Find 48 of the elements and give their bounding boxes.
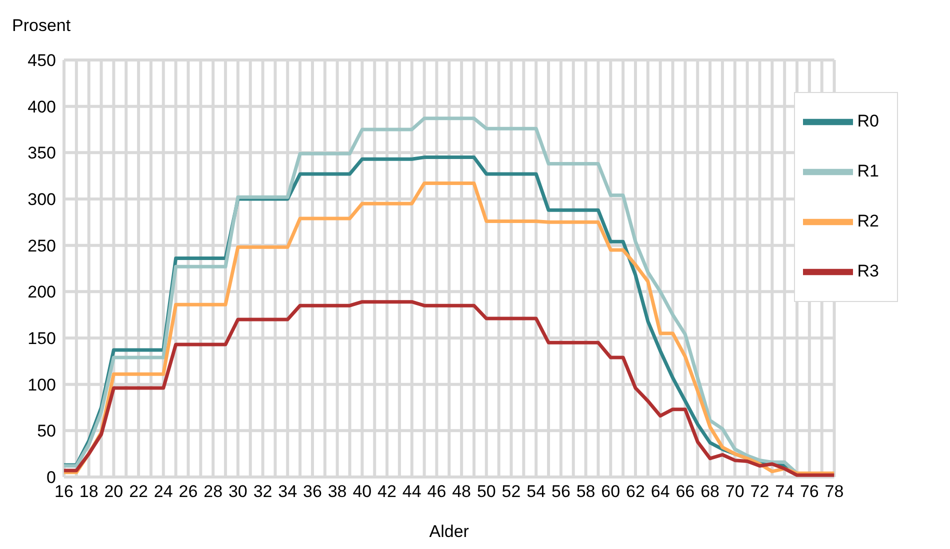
x-tick-label: 32 (253, 482, 272, 502)
x-tick-label: 52 (502, 482, 521, 502)
x-tick-label: 60 (601, 482, 620, 502)
x-tick-label: 62 (626, 482, 645, 502)
x-tick-label: 56 (551, 482, 570, 502)
x-tick-label: 66 (676, 482, 695, 502)
y-tick-label: 450 (28, 51, 56, 70)
x-tick-label: 36 (303, 482, 322, 502)
x-tick-label: 18 (79, 482, 98, 502)
y-tick-label: 250 (28, 236, 56, 256)
x-tick-label: 26 (178, 482, 198, 502)
x-tick-label: 30 (228, 482, 248, 502)
legend-label: R1 (857, 161, 879, 180)
legend-label: R3 (857, 261, 879, 280)
x-axis-title: Alder (429, 522, 470, 541)
legend-label: R2 (857, 211, 879, 230)
x-tick-label: 42 (378, 482, 396, 502)
y-tick-label: 0 (46, 468, 56, 488)
x-tick-label: 40 (352, 482, 372, 502)
y-tick-label: 400 (28, 97, 56, 116)
x-tick-label: 50 (476, 482, 496, 502)
legend-label: R0 (857, 111, 879, 130)
x-tick-label: 72 (750, 482, 770, 502)
x-tick-label: 64 (650, 482, 670, 502)
x-tick-label: 20 (104, 482, 124, 502)
x-tick-label: 34 (278, 482, 298, 502)
y-tick-label: 150 (28, 329, 56, 348)
x-tick-label: 68 (700, 482, 720, 502)
y-tick-label: 350 (28, 144, 56, 163)
y-tick-label: 100 (28, 375, 56, 394)
x-tick-label: 78 (824, 482, 844, 502)
x-tick-label: 16 (54, 482, 74, 502)
x-tick-label: 58 (576, 482, 596, 502)
x-tick-label: 38 (328, 482, 347, 502)
x-tick-label: 24 (154, 482, 173, 502)
x-tick-label: 44 (402, 482, 422, 502)
x-tick-label: 74 (775, 482, 794, 502)
x-tick-label: 54 (526, 482, 546, 502)
x-tick-label: 48 (452, 482, 472, 502)
y-axis-title: Prosent (12, 16, 71, 36)
x-tick-label: 46 (427, 482, 446, 502)
x-tick-label: 28 (204, 482, 223, 502)
y-tick-label: 300 (28, 190, 56, 210)
y-tick-label: 50 (37, 422, 56, 441)
x-tick-label: 70 (725, 482, 744, 502)
x-tick-label: 22 (129, 482, 148, 502)
x-tick-label: 76 (800, 482, 819, 502)
y-tick-label: 200 (28, 282, 56, 302)
